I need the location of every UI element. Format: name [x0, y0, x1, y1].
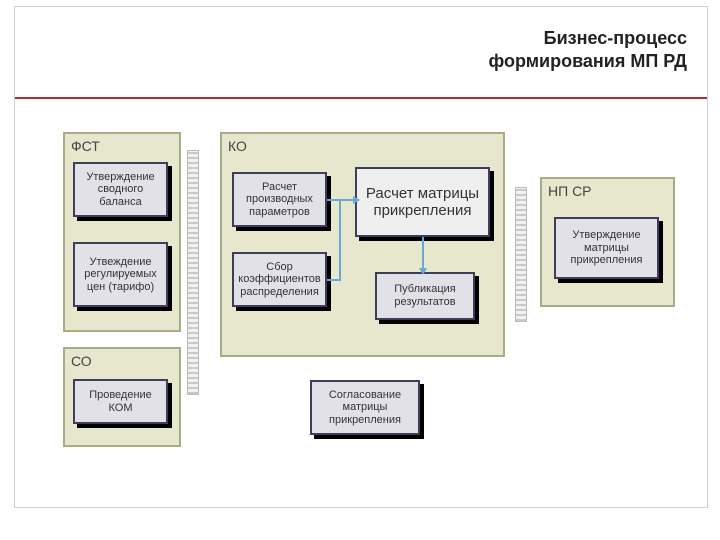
lane-label-ko: КО	[228, 138, 247, 154]
node-npsr-approve: Утверждение матрицы прикрепления	[554, 217, 659, 279]
connector-arrow	[419, 268, 427, 275]
node-fst-balance: Утверждение сводного баланса	[73, 162, 168, 217]
title-line2: формирования МП РД	[488, 50, 687, 73]
title-rule	[15, 97, 707, 99]
connector-arrow	[353, 196, 360, 204]
node-agree-matrix: Согласование матрицы прикрепления	[310, 380, 420, 435]
node-so-kom: Проведение КОМ	[73, 379, 168, 424]
connector-seg	[339, 199, 341, 281]
divider-1	[515, 187, 527, 322]
node-ko-publish: Публикация результатов	[375, 272, 475, 320]
node-ko-params: Расчет производных параметров	[232, 172, 327, 227]
lane-label-fst: ФСТ	[71, 138, 100, 154]
title-line1: Бизнес-процесс	[488, 27, 687, 50]
process-diagram: ФСТ Утверждение сводного баланса Утвеждени…	[15, 112, 707, 497]
node-ko-matrix: Расчет матрицы прикрепления	[355, 167, 490, 237]
lane-label-so: СО	[71, 353, 92, 369]
node-ko-coeffs: Сбор коэффициентов распределения	[232, 252, 327, 307]
node-fst-tariff: Утвеждение регулируемых цен (тарифо)	[73, 242, 168, 307]
slide-frame: Бизнес-процесс формирования МП РД ФСТ Утв…	[14, 6, 708, 508]
lane-label-npsr: НП СР	[548, 183, 592, 199]
connector-seg	[422, 237, 424, 270]
divider-0	[187, 150, 199, 395]
slide-title: Бизнес-процесс формирования МП РД	[488, 27, 687, 72]
